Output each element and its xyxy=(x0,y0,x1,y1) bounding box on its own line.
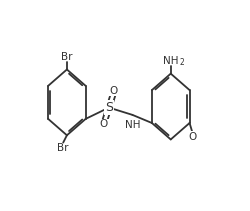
Text: NH: NH xyxy=(125,120,140,130)
Text: S: S xyxy=(105,101,113,114)
Text: Br: Br xyxy=(57,143,68,153)
Text: Br: Br xyxy=(61,51,73,62)
Text: O: O xyxy=(100,119,108,129)
Text: NH: NH xyxy=(163,56,178,66)
Text: O: O xyxy=(188,132,197,142)
Text: O: O xyxy=(110,86,118,96)
Text: 2: 2 xyxy=(180,58,184,67)
